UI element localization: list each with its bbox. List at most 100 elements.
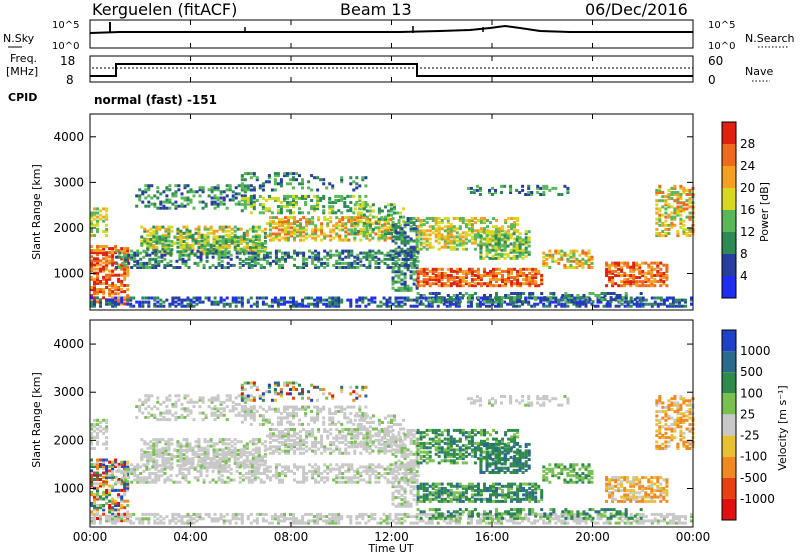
velocity-cell: [359, 474, 363, 478]
power-cell: [470, 294, 474, 297]
power-cell: [199, 253, 203, 257]
velocity-cell: [248, 459, 252, 463]
power-cell: [620, 284, 624, 288]
power-cell: [406, 253, 410, 257]
velocity-cell: [146, 446, 150, 450]
power-cell: [579, 296, 583, 300]
power-cell: [658, 188, 662, 192]
power-cell: [377, 257, 381, 261]
power-cell: [162, 190, 166, 194]
power-cell: [561, 298, 565, 302]
power-cell: [350, 261, 354, 265]
power-cell: [276, 199, 280, 202]
velocity-cell: [250, 463, 254, 467]
power-cell: [492, 271, 495, 275]
power-cell: [253, 263, 257, 267]
power-cell: [167, 233, 171, 237]
power-cell: [283, 300, 286, 304]
power-cell: [503, 234, 507, 238]
power-cell: [500, 302, 503, 306]
power-cell: [165, 194, 169, 198]
power-cell: [274, 249, 278, 253]
velocity-cell: [150, 407, 154, 411]
power-cell: [617, 263, 621, 267]
power-cell: [440, 298, 444, 302]
power-cell: [353, 230, 357, 234]
power-cell: [659, 284, 663, 288]
velocity-cell: [203, 466, 207, 470]
power-cell: [138, 304, 142, 308]
power-cell: [184, 253, 188, 257]
velocity-cell: [191, 446, 195, 450]
power-cell: [353, 236, 357, 240]
power-cell: [228, 186, 232, 190]
power-cell: [236, 243, 240, 247]
power-cell: [566, 298, 570, 302]
velocity-cell: [105, 497, 109, 501]
power-cell: [276, 196, 280, 200]
power-cell: [299, 234, 302, 238]
power-cell: [314, 224, 318, 228]
velocity-cell: [117, 495, 121, 499]
power-cell: [449, 229, 453, 233]
power-cell: [296, 230, 299, 234]
velocity-cell: [163, 472, 167, 475]
power-cell: [234, 202, 238, 206]
power-cell: [513, 241, 517, 245]
power-cell: [222, 298, 226, 302]
power-cell: [676, 232, 680, 235]
power-cell: [400, 233, 404, 237]
power-cell: [320, 230, 324, 234]
velocity-cell: [287, 469, 290, 473]
power-cell: [422, 280, 426, 284]
power-cell: [139, 251, 143, 255]
velocity-cell: [185, 440, 189, 444]
power-cell: [180, 300, 184, 304]
power-cell: [492, 276, 495, 279]
velocity-cell: [224, 451, 228, 455]
power-cell: [495, 219, 498, 222]
power-cell: [96, 249, 99, 253]
power-cell: [534, 282, 538, 286]
power-cell: [667, 215, 671, 219]
velocity-cell: [149, 446, 153, 450]
power-cell: [392, 266, 396, 269]
power-cell: [114, 267, 118, 271]
power-cell: [479, 221, 483, 225]
power-cell: [495, 227, 498, 231]
velocity-cell: [115, 476, 119, 480]
power-cell: [491, 186, 494, 190]
power-cell: [416, 259, 420, 263]
velocity-cell: [204, 413, 208, 417]
velocity-cell: [162, 415, 166, 419]
power-cell: [147, 304, 151, 308]
power-cell: [240, 203, 244, 207]
power-cell: [554, 259, 558, 263]
power-cell: [531, 292, 535, 295]
power-cell: [673, 217, 677, 221]
power-cell: [512, 244, 516, 248]
velocity-cell: [356, 476, 360, 480]
velocity-cell: [102, 458, 106, 462]
power-cell: [399, 211, 402, 215]
power-cell: [551, 259, 555, 263]
power-cell: [302, 253, 306, 257]
power-cell: [509, 250, 513, 254]
power-cell: [233, 242, 237, 245]
power-cell: [117, 298, 121, 302]
velocity-cell: [251, 438, 255, 442]
power-cell: [446, 274, 450, 277]
power-cell: [440, 233, 444, 237]
power-cell: [117, 279, 121, 283]
power-cell: [239, 241, 243, 245]
velocity-cell: [208, 480, 212, 484]
velocity-cell: [90, 462, 93, 466]
power-cell: [489, 284, 492, 288]
power-cell: [185, 225, 189, 229]
power-cell: [105, 300, 109, 304]
power-cell: [338, 253, 342, 257]
velocity-cell: [231, 400, 235, 404]
power-cell: [427, 302, 431, 306]
power-cell: [96, 207, 99, 211]
